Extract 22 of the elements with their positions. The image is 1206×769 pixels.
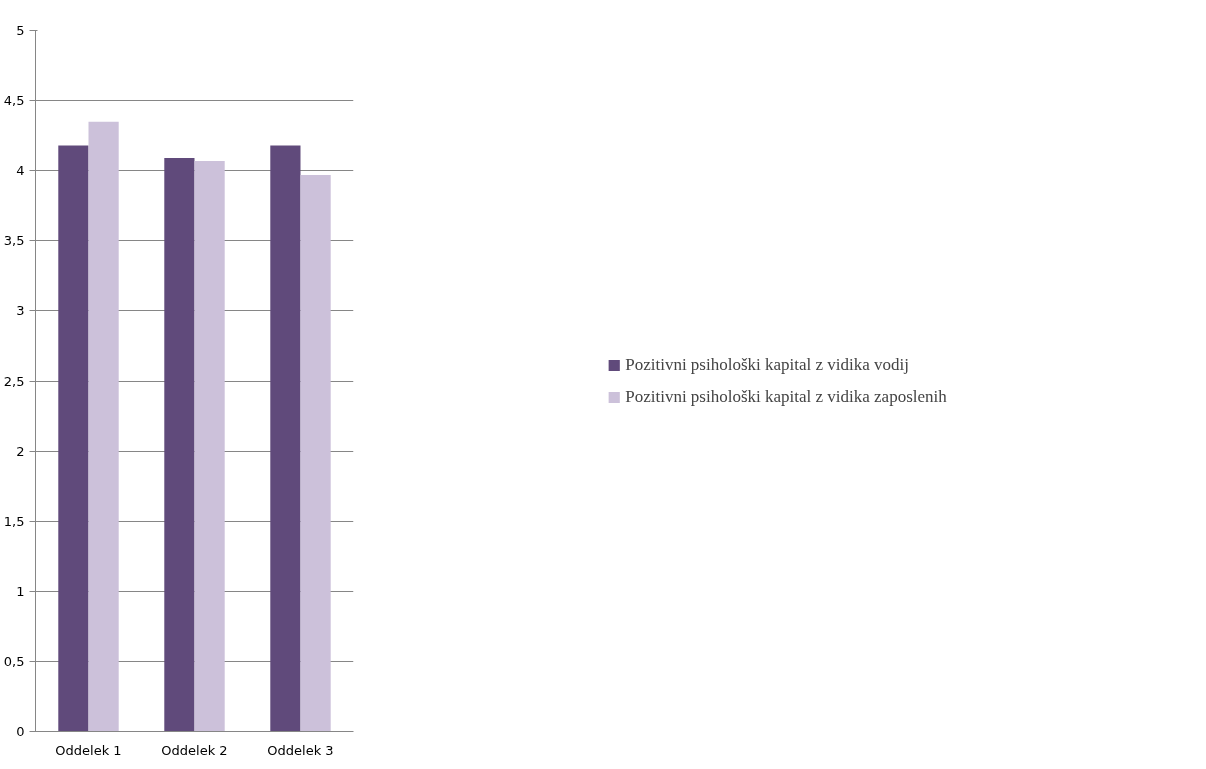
y-tick-label: 2,5: [3, 373, 25, 389]
bar: [58, 145, 89, 732]
y-tick-label: 1: [16, 583, 25, 599]
legend-label: Pozitivni psihološki kapital z vidika zaposlenih: [625, 386, 947, 407]
bar: [300, 174, 331, 732]
bar: [270, 145, 301, 732]
y-tick-label: 0,5: [3, 653, 25, 669]
y-tick-label: 2: [16, 443, 25, 459]
y-tick-label: 0: [16, 724, 25, 739]
y-tick-label: 4: [16, 163, 25, 179]
x-tick-label: Oddelek 3: [267, 742, 334, 758]
x-tick-label: Oddelek 2: [161, 742, 228, 758]
y-tick-label: 4,5: [3, 93, 25, 109]
bar: [88, 121, 119, 732]
bar: [164, 158, 195, 732]
x-tick-label: Oddelek 1: [55, 742, 122, 758]
y-tick-label: 3,5: [3, 233, 25, 249]
y-tick-label: 3: [16, 303, 25, 319]
y-tick-label: 5: [16, 23, 25, 38]
y-tick-label: 1,5: [3, 513, 25, 529]
bar: [194, 160, 225, 732]
legend-label: Pozitivni psihološki kapital z vidika vodij: [625, 354, 910, 375]
